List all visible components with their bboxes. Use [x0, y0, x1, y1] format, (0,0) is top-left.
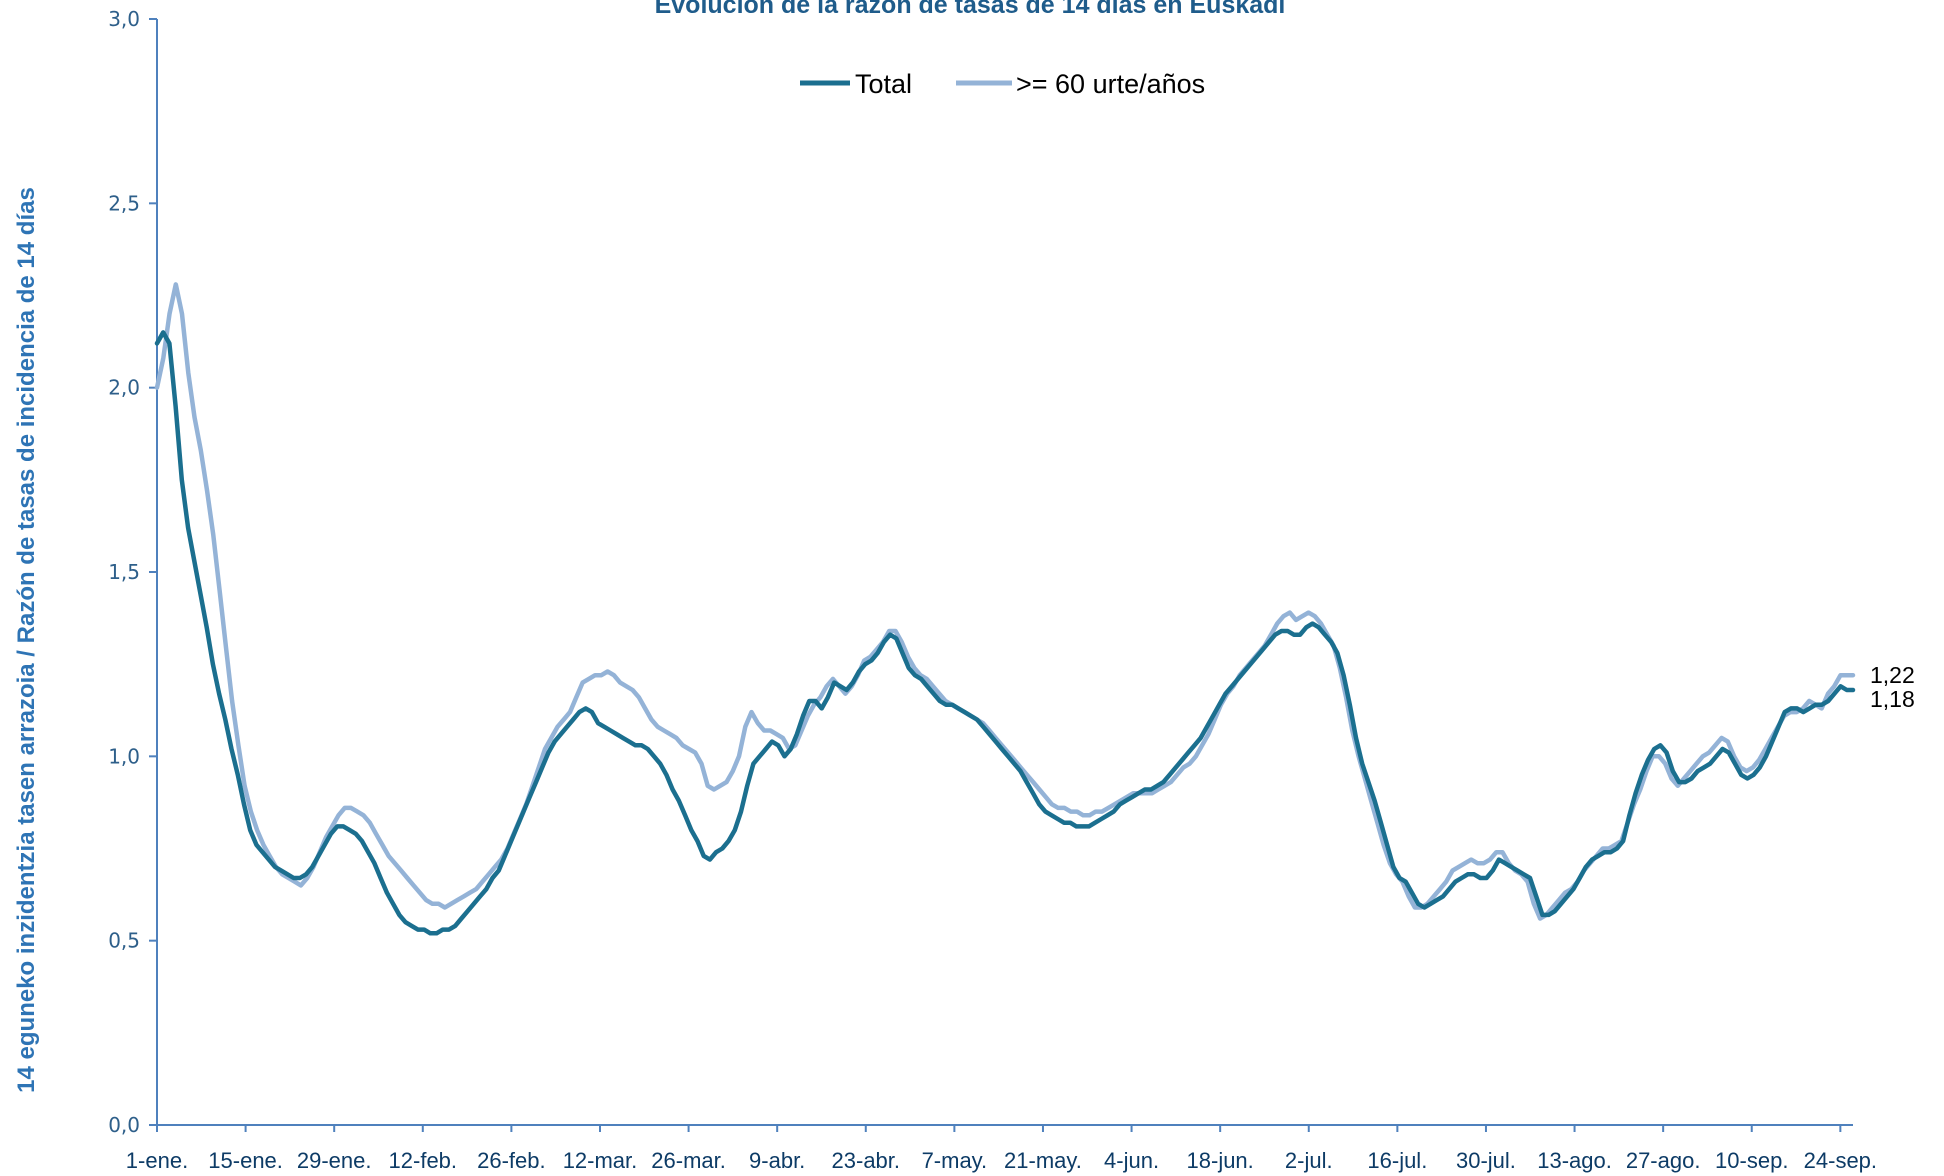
x-tick-label: 24-sep. [1804, 1148, 1877, 1173]
y-tick-label: 1,5 [108, 560, 140, 584]
chart-title: Evolución de la razón de tasas de 14 día… [655, 0, 1286, 19]
end-labels: 1,181,22 [1870, 662, 1915, 712]
x-tick-label: 9-abr. [749, 1148, 805, 1173]
end-label-60plus: 1,22 [1870, 662, 1915, 688]
x-tick-label: 30-jul. [1456, 1148, 1516, 1173]
series-line-total [154, 330, 1856, 936]
y-tick-label: 3,0 [108, 7, 140, 31]
x-tick-label: 12-mar. [563, 1148, 638, 1173]
x-tick-label: 1-ene. [126, 1148, 188, 1173]
x-tick-label: 18-jun. [1187, 1148, 1254, 1173]
x-tick-label: 21-may. [1004, 1148, 1082, 1173]
y-axis-label: 14 eguneko inzidentzia tasen arrazoia / … [13, 187, 40, 1093]
x-tick-label: 12-feb. [389, 1148, 458, 1173]
x-tick-label: 23-abr. [832, 1148, 901, 1173]
y-tick-label: 0,0 [108, 1113, 140, 1137]
x-tick-label: 27-ago. [1626, 1148, 1701, 1173]
x-tick-label: 26-mar. [651, 1148, 726, 1173]
end-label-total: 1,18 [1870, 686, 1915, 712]
y-tick-label: 2,0 [108, 376, 140, 400]
series-layer [154, 282, 1856, 936]
x-axis: 1-ene. 15-ene. 29-ene. 12-feb. 26-feb. 12-mar… [126, 1124, 1877, 1173]
x-tick-label: 29-ene. [297, 1148, 372, 1173]
x-tick-label: 16-jul. [1367, 1148, 1427, 1173]
legend: Total >= 60 urte/años [800, 69, 1205, 99]
x-tick-label: 15-ene. [208, 1148, 283, 1173]
x-tick-label: 4-jun. [1104, 1148, 1159, 1173]
legend-label-60plus: >= 60 urte/años [1016, 69, 1205, 99]
x-tick-label: 10-sep. [1715, 1148, 1788, 1173]
x-tick-label: 2-jul. [1285, 1148, 1333, 1173]
legend-label-total: Total [855, 69, 912, 99]
y-tick-label: 1,0 [108, 744, 140, 768]
x-tick-label: 7-may. [922, 1148, 988, 1173]
x-tick-label: 13-ago. [1537, 1148, 1612, 1173]
y-tick-label: 0,5 [108, 929, 140, 953]
y-tick-label: 2,5 [108, 191, 140, 215]
x-tick-label: 26-feb. [477, 1148, 546, 1173]
y-axis: 0,0 0,5 1,0 1,5 2,0 2,5 3,0 [108, 7, 158, 1137]
series-line-60plus [154, 282, 1856, 921]
